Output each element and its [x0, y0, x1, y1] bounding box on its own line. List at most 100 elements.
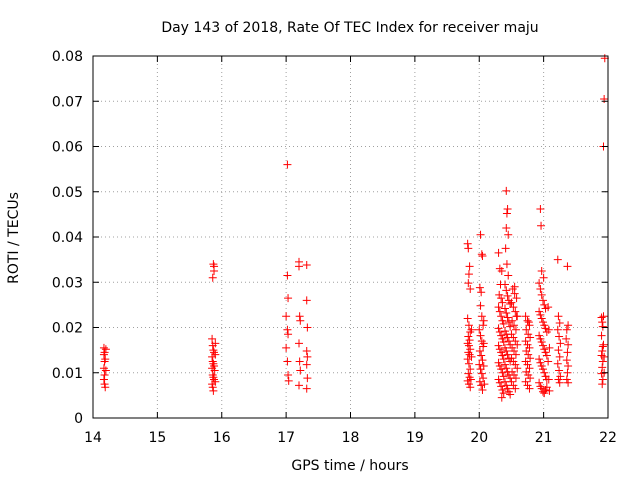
- data-point: [479, 316, 488, 325]
- data-point: [302, 360, 311, 369]
- data-point: [554, 312, 563, 321]
- data-point: [466, 365, 475, 374]
- data-point: [465, 336, 474, 345]
- data-point: [598, 357, 607, 366]
- data-point: [210, 366, 219, 375]
- data-point: [509, 303, 518, 312]
- data-point: [494, 324, 503, 333]
- data-point: [495, 345, 504, 354]
- data-point: [463, 376, 472, 385]
- data-point: [536, 204, 545, 213]
- data-point: [465, 373, 474, 382]
- data-point: [498, 334, 507, 343]
- data-point: [497, 294, 506, 303]
- data-point: [475, 325, 484, 334]
- data-point: [541, 348, 550, 357]
- data-point: [495, 378, 504, 387]
- data-point: [497, 348, 506, 357]
- data-point: [526, 333, 535, 342]
- data-point: [507, 354, 516, 363]
- data-point: [541, 324, 550, 333]
- data-point: [553, 325, 562, 334]
- data-point: [283, 357, 292, 366]
- data-point: [479, 374, 488, 383]
- data-point: [100, 348, 109, 357]
- data-point: [475, 347, 484, 356]
- data-point: [506, 340, 515, 349]
- data-point: [101, 345, 110, 354]
- data-point: [536, 285, 545, 294]
- y-tick-label: 0.05: [52, 185, 83, 201]
- data-point: [295, 381, 303, 390]
- data-point: [494, 248, 503, 257]
- data-point: [295, 312, 304, 321]
- data-point: [524, 371, 533, 380]
- data-point: [509, 333, 518, 342]
- data-point: [535, 279, 544, 288]
- data-point: [512, 312, 521, 321]
- data-point: [303, 323, 312, 332]
- data-point: [540, 321, 549, 330]
- data-point: [497, 312, 506, 321]
- data-point: [597, 331, 606, 340]
- data-point: [544, 325, 553, 334]
- data-point: [538, 341, 547, 350]
- data-point: [523, 381, 532, 390]
- data-point: [538, 365, 547, 374]
- data-point: [209, 386, 218, 395]
- data-point: [563, 262, 572, 271]
- data-point: [476, 230, 485, 239]
- data-point: [284, 294, 293, 303]
- data-point: [296, 316, 305, 325]
- data-point: [540, 345, 549, 354]
- data-point: [511, 374, 520, 383]
- data-point: [524, 350, 533, 359]
- x-tick-label: 16: [213, 430, 231, 446]
- data-point: [521, 312, 530, 321]
- data-point: [498, 298, 507, 307]
- data-point: [553, 359, 562, 368]
- data-point: [562, 334, 571, 343]
- data-point: [511, 384, 520, 393]
- data-point: [211, 339, 220, 348]
- data-point: [535, 378, 544, 387]
- data-point: [538, 296, 547, 305]
- data-point: [554, 375, 563, 384]
- data-point: [556, 339, 565, 348]
- data-point: [463, 355, 472, 364]
- data-point: [511, 325, 520, 334]
- data-point: [501, 304, 509, 313]
- data-point: [296, 366, 305, 375]
- data-point: [506, 390, 515, 399]
- data-point: [477, 369, 486, 378]
- y-tick-labels: 0 0.01 0.02 0.03 0.04 0.05 0.06 0.07 0.08: [52, 49, 83, 427]
- data-point: [498, 385, 507, 394]
- data-point: [99, 343, 108, 352]
- data-point: [465, 262, 474, 271]
- data-point: [598, 363, 607, 372]
- chart-title: Day 143 of 2018, Rate Of TEC Index for r…: [161, 20, 538, 36]
- data-point: [502, 186, 511, 195]
- data-point: [553, 255, 562, 264]
- data-point: [540, 389, 549, 398]
- data-point: [600, 352, 609, 361]
- data-point: [495, 290, 504, 299]
- data-point: [209, 260, 218, 269]
- data-point: [464, 332, 473, 341]
- data-point: [563, 368, 572, 377]
- data-point: [513, 364, 522, 373]
- data-point: [295, 339, 303, 348]
- data-point: [477, 337, 486, 346]
- x-tick-label: 15: [148, 430, 166, 446]
- data-point: [463, 314, 472, 323]
- data-point: [526, 374, 535, 383]
- data-point: [523, 316, 532, 325]
- data-point: [502, 260, 511, 269]
- data-point: [495, 328, 504, 337]
- data-point: [562, 356, 571, 365]
- data-point: [523, 360, 532, 369]
- data-point: [498, 368, 507, 377]
- data-point: [537, 337, 546, 346]
- data-point: [536, 334, 545, 343]
- data-point: [540, 300, 549, 309]
